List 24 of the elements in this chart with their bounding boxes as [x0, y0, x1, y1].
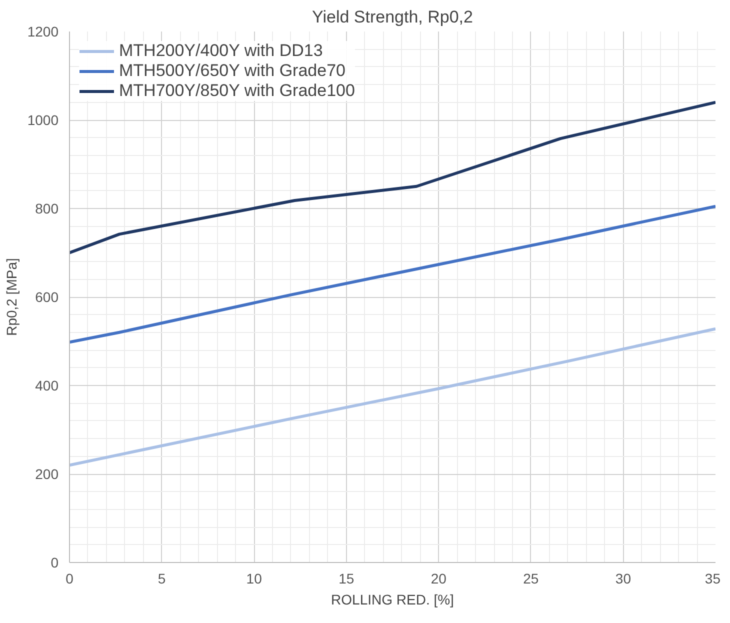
x-tick-label: 10: [246, 570, 262, 586]
x-tick-label: 20: [430, 570, 447, 586]
legend-label: MTH700Y/850Y with Grade100: [119, 81, 355, 101]
x-tick-label: 5: [158, 570, 166, 586]
y-tick-label: 1200: [27, 24, 59, 40]
x-axis-title: ROLLING RED. [%]: [331, 592, 454, 608]
chart-title: Yield Strength, Rp0,2: [312, 8, 473, 26]
y-tick-label: 600: [35, 289, 59, 305]
x-tick-label: 15: [338, 570, 354, 586]
line-series: [70, 204, 716, 344]
x-tick-label: 0: [66, 570, 74, 586]
y-tick-label: 800: [35, 200, 59, 216]
x-tick-label: 25: [523, 570, 539, 586]
x-tick-label: 35: [704, 570, 721, 586]
y-axis-title: Rp0,2 [MPa]: [3, 258, 20, 336]
legend-label: MTH500Y/650Y with Grade70: [119, 61, 346, 81]
y-tick-label: 200: [35, 466, 59, 482]
x-tick-label: 30: [615, 570, 632, 586]
y-tick-label: 1000: [27, 112, 59, 128]
line-series: [70, 327, 716, 467]
line-series: [70, 100, 716, 254]
y-tick-label: 0: [50, 554, 59, 570]
legend-label: MTH200Y/400Y with DD13: [119, 41, 323, 61]
y-tick-label: 400: [35, 378, 59, 394]
